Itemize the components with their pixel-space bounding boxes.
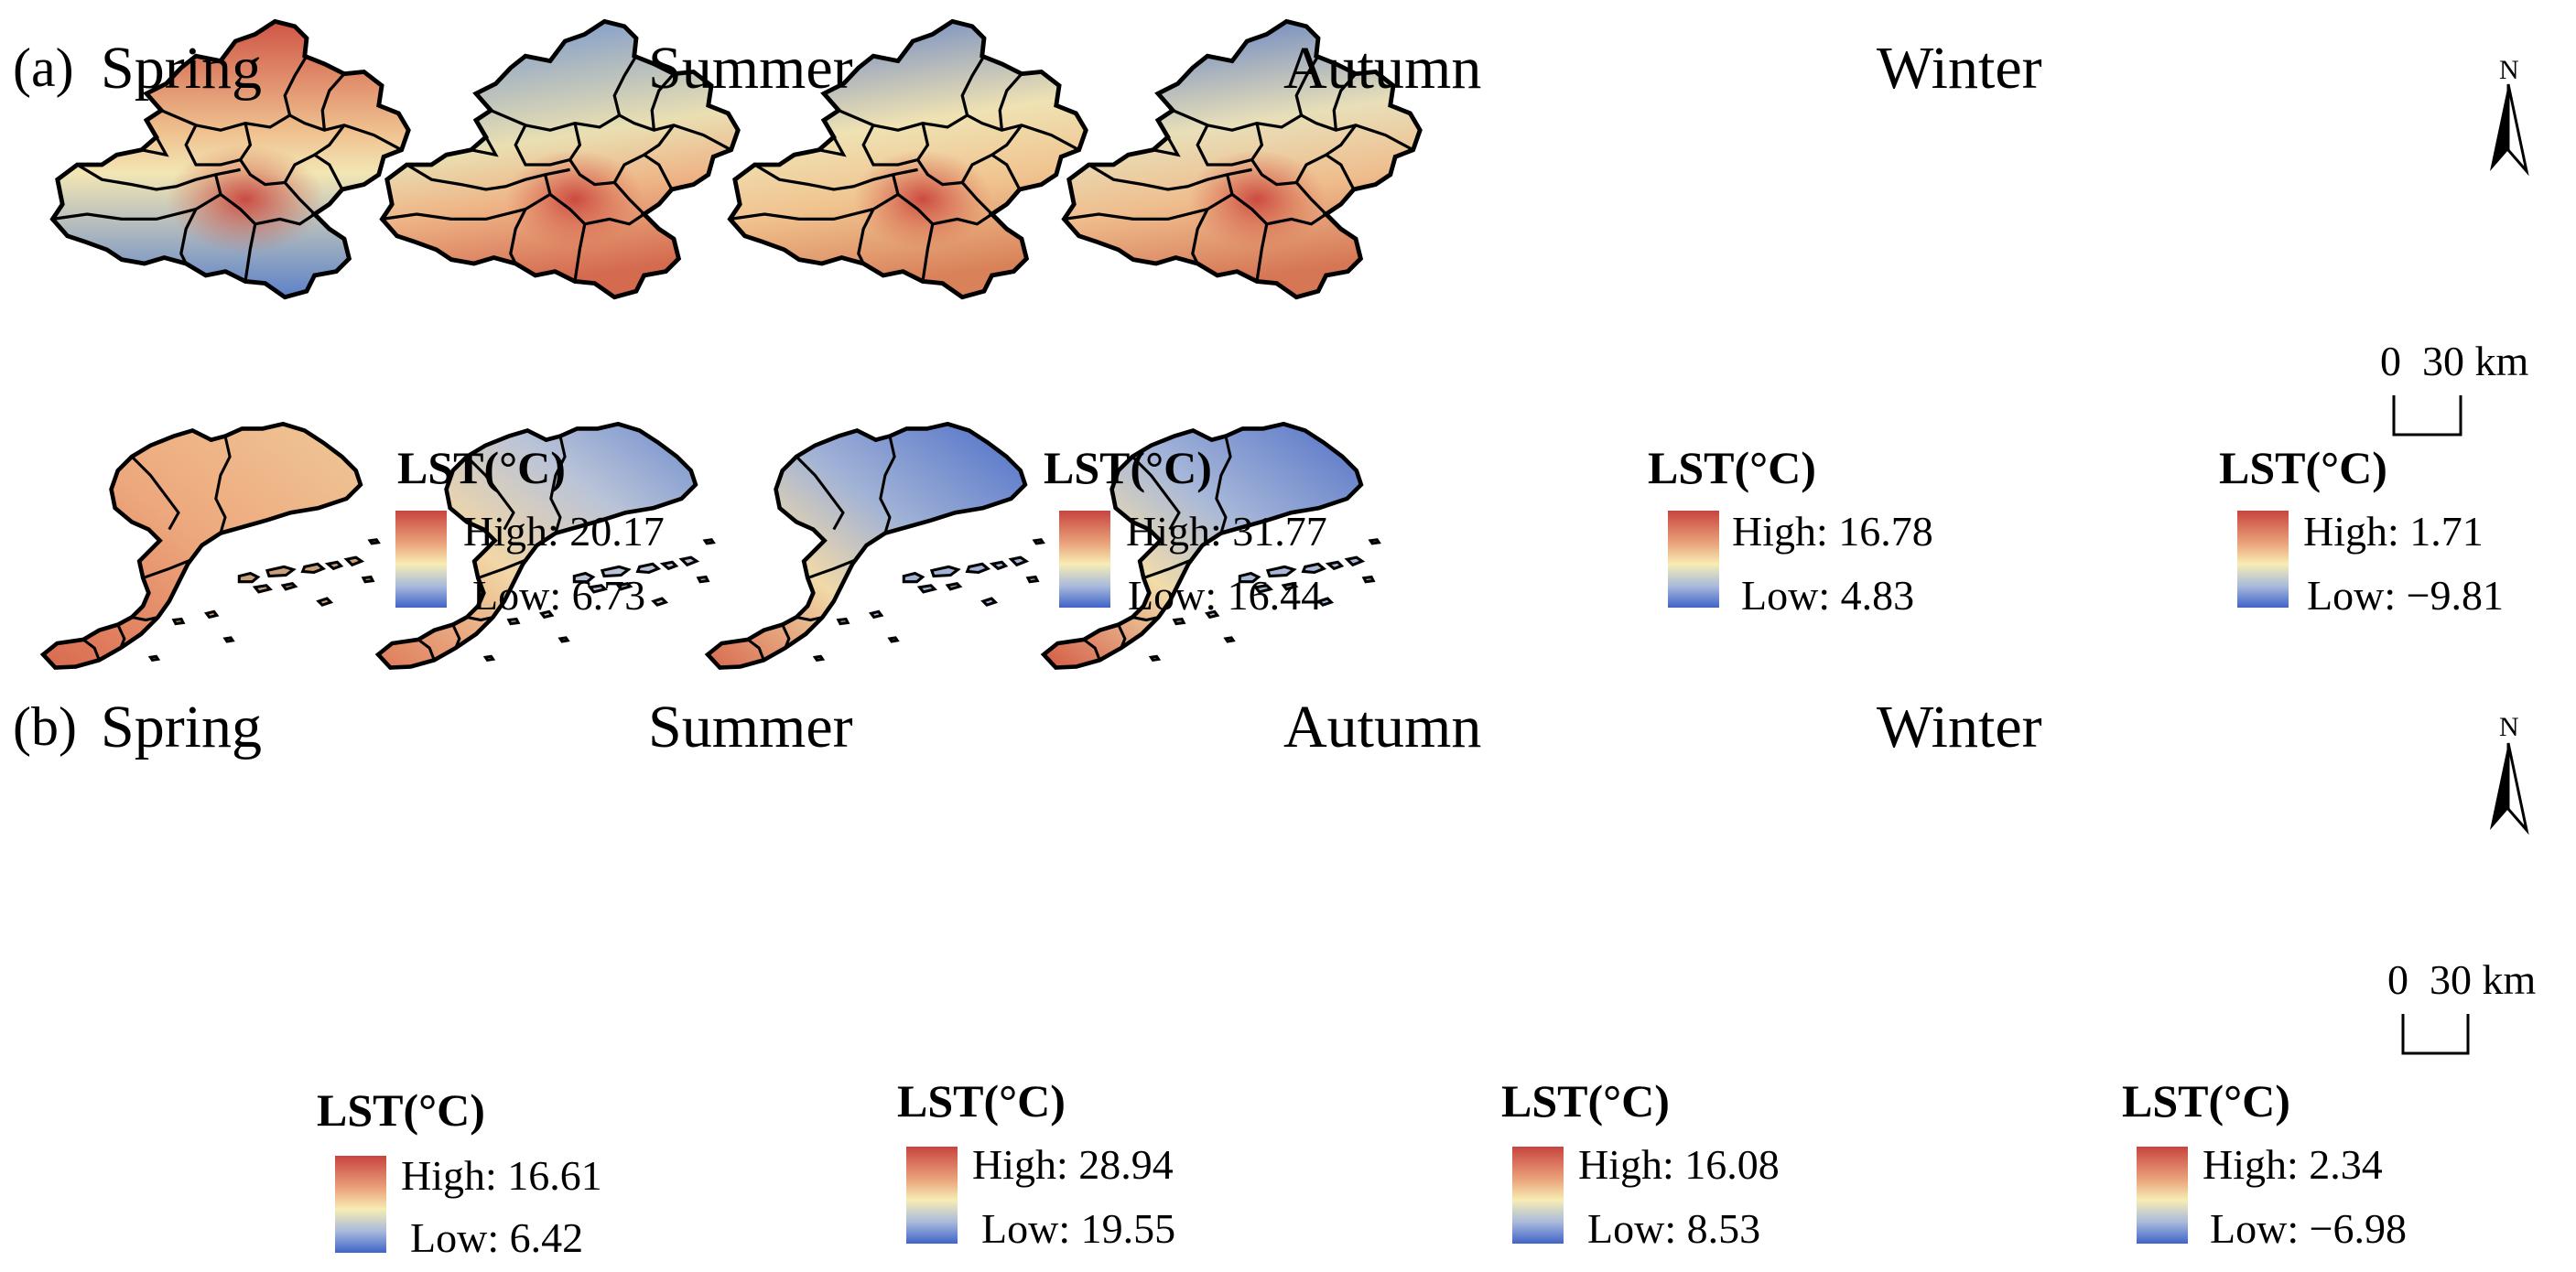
scale-label: 0 30 km — [2387, 956, 2537, 1003]
legend-title-b-autumn: LST(°C) — [1501, 1075, 1670, 1126]
legend-bar-a-winter — [2237, 511, 2289, 608]
legend-low-b-summer: Low: 19.55 — [981, 1205, 1176, 1252]
legend-low-b-winter: Low: −6.98 — [2210, 1205, 2408, 1252]
legend-title-a-summer: LST(°C) — [1044, 442, 1212, 493]
season-title-a-spring: Spring — [101, 35, 263, 102]
scale-bar — [2401, 1014, 2470, 1055]
legend-high-b-summer: High: 28.94 — [972, 1141, 1174, 1188]
map-a-autumn — [730, 21, 1086, 296]
legend-high-a-summer: High: 31.77 — [1126, 508, 1327, 555]
season-title-a-summer: Summer — [648, 35, 853, 102]
north-arrow-icon — [2490, 83, 2529, 177]
north-arrow-icon — [2490, 742, 2529, 835]
legend-bar-a-autumn — [1668, 511, 1719, 608]
legend-low-a-autumn: Low: 4.83 — [1741, 572, 1915, 619]
map-a-spring — [52, 21, 408, 296]
scale-bar — [2392, 395, 2462, 437]
legend-bar-b-spring — [335, 1156, 386, 1253]
north-label: N — [2499, 55, 2519, 85]
season-title-b-summer: Summer — [648, 694, 853, 760]
panel-label-b: (b) — [13, 696, 77, 757]
legend-bar-a-summer — [1059, 511, 1110, 608]
legend-bar-a-spring — [395, 511, 447, 608]
legend-high-b-winter: High: 2.34 — [2203, 1141, 2383, 1188]
legend-high-b-autumn: High: 16.08 — [1578, 1141, 1780, 1188]
legend-title-a-autumn: LST(°C) — [1648, 442, 1816, 493]
legend-high-b-spring: High: 16.61 — [401, 1152, 602, 1199]
legend-title-b-summer: LST(°C) — [897, 1075, 1066, 1126]
legend-low-a-summer: Low: 16.44 — [1128, 572, 1323, 619]
season-title-a-winter: Winter — [1877, 35, 2042, 102]
season-title-a-autumn: Autumn — [1283, 35, 1482, 102]
map-b-spring — [43, 424, 380, 667]
north-label: N — [2499, 712, 2519, 742]
legend-bar-b-winter — [2137, 1147, 2188, 1244]
season-title-b-autumn: Autumn — [1283, 694, 1482, 760]
legend-bar-b-summer — [906, 1147, 958, 1244]
legend-low-b-spring: Low: 6.42 — [410, 1214, 584, 1261]
legend-title-b-winter: LST(°C) — [2122, 1075, 2290, 1126]
map-a-summer — [382, 21, 738, 296]
legend-low-a-winter: Low: −9.81 — [2307, 572, 2505, 619]
legend-low-b-autumn: Low: 8.53 — [1587, 1205, 1761, 1252]
legend-high-a-winter: High: 1.71 — [2303, 508, 2484, 555]
legend-title-b-spring: LST(°C) — [317, 1084, 485, 1136]
legend-high-a-autumn: High: 16.78 — [1732, 508, 1933, 555]
legend-low-a-spring: Low: 6.73 — [472, 572, 646, 619]
season-title-b-winter: Winter — [1877, 694, 2042, 760]
legend-high-a-spring: High: 20.17 — [463, 508, 665, 555]
map-a-winter — [1064, 21, 1420, 296]
season-title-b-spring: Spring — [101, 694, 263, 760]
map-b-autumn — [708, 424, 1044, 667]
panel-label-a: (a) — [13, 38, 74, 98]
legend-title-a-spring: LST(°C) — [397, 442, 566, 493]
legend-bar-b-autumn — [1512, 1147, 1564, 1244]
scale-label: 0 30 km — [2380, 338, 2529, 384]
legend-title-a-winter: LST(°C) — [2219, 442, 2387, 493]
